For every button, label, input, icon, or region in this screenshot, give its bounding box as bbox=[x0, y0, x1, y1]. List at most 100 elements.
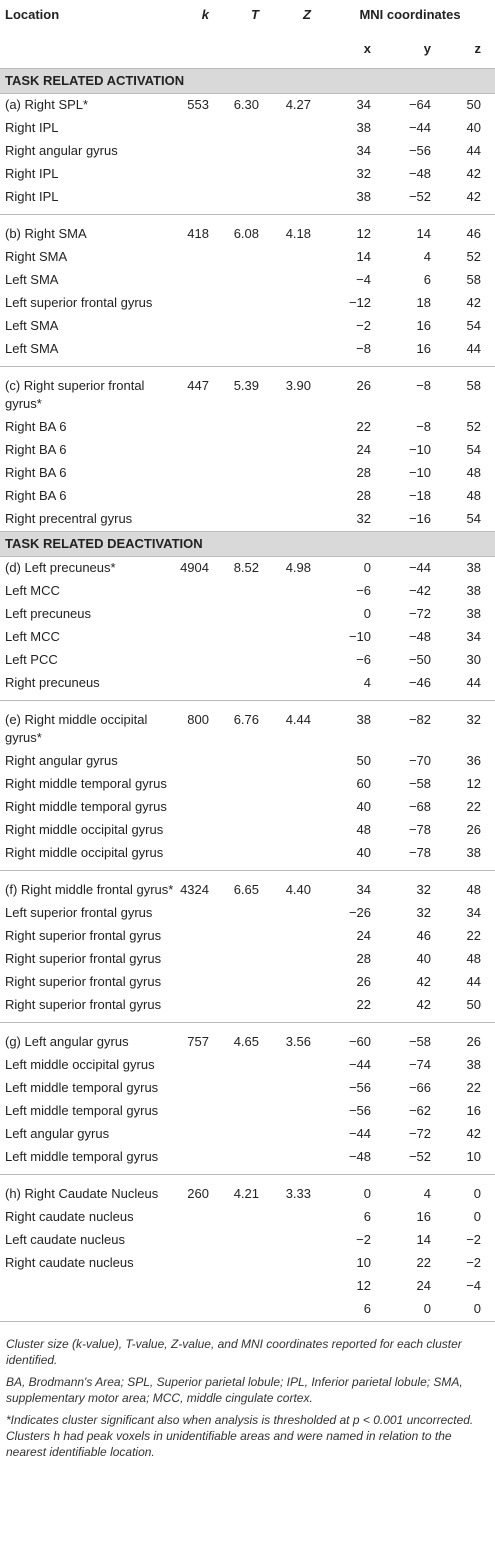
k-cell bbox=[178, 246, 223, 269]
table-row: Right SMA 14 4 52 bbox=[0, 246, 495, 269]
table-footnotes: Cluster size (k-value), T-value, Z-value… bbox=[0, 1321, 495, 1461]
y-cell: −8 bbox=[416, 378, 431, 393]
location-header: Location bbox=[5, 7, 60, 22]
t-cell bbox=[223, 971, 273, 994]
table-row: Right angular gyrus 34 −56 44 bbox=[0, 140, 495, 163]
z-cell: 3.90 bbox=[285, 378, 311, 393]
t-cell bbox=[223, 925, 273, 948]
footnote-text: *Indicates cluster significant also when… bbox=[6, 1413, 474, 1459]
t-cell bbox=[223, 1054, 273, 1077]
y-cell: −44 bbox=[408, 560, 431, 575]
y-cell: 32 bbox=[416, 905, 431, 920]
k-cell: 800 bbox=[187, 712, 209, 727]
y-cell: −56 bbox=[408, 143, 431, 158]
table-row: Left SMA −2 16 54 bbox=[0, 315, 495, 338]
k-cell bbox=[178, 672, 223, 701]
z-cell bbox=[273, 1206, 325, 1229]
y-cell: −52 bbox=[385, 1146, 445, 1175]
zc-cell: 42 bbox=[466, 166, 482, 181]
x-cell: 50 bbox=[356, 753, 371, 768]
y-cell: −62 bbox=[408, 1103, 431, 1118]
zc-cell: 12 bbox=[466, 776, 482, 791]
zc-cell: −4 bbox=[466, 1278, 482, 1293]
table-row: Right middle occipital gyrus 40 −78 38 bbox=[0, 842, 495, 871]
x-cell: −26 bbox=[348, 905, 371, 920]
k-cell bbox=[178, 819, 223, 842]
zc-cell: 44 bbox=[466, 143, 482, 158]
t-cell bbox=[223, 902, 273, 925]
footnote-row: BA, Brodmann's Area; SPL, Superior parie… bbox=[0, 1368, 495, 1406]
k-cell: 447 bbox=[187, 378, 209, 393]
z-cell bbox=[273, 948, 325, 971]
location-cell: (h) Right Caudate Nucleus bbox=[5, 1186, 159, 1201]
location-cell: Right IPL bbox=[5, 166, 59, 181]
location-cell: Right angular gyrus bbox=[5, 143, 118, 158]
table-row: Left precuneus 0 −72 38 bbox=[0, 603, 495, 626]
zc-cell: 44 bbox=[466, 974, 482, 989]
zc-cell: 48 bbox=[466, 882, 482, 897]
z-cell bbox=[273, 750, 325, 773]
zc-cell: 42 bbox=[466, 295, 482, 310]
zc-cell: 48 bbox=[466, 465, 482, 480]
table-row: Left superior frontal gyrus −12 18 42 bbox=[0, 292, 495, 315]
location-cell: Left PCC bbox=[5, 652, 58, 667]
t-cell bbox=[223, 1298, 273, 1322]
location-cell: (b) Right SMA bbox=[5, 226, 87, 241]
z-cell: 3.33 bbox=[285, 1186, 311, 1201]
x-cell: 22 bbox=[325, 994, 385, 1023]
x-cell: 28 bbox=[356, 488, 371, 503]
zc-cell: 26 bbox=[466, 822, 482, 837]
location-cell: (d) Left precuneus* bbox=[5, 560, 116, 575]
t-cell: 6.65 bbox=[233, 882, 259, 897]
z-cell bbox=[273, 971, 325, 994]
z-cell bbox=[273, 902, 325, 925]
t-cell bbox=[223, 186, 273, 215]
z-cell bbox=[273, 819, 325, 842]
y-cell: 42 bbox=[416, 974, 431, 989]
z-cell: 3.56 bbox=[285, 1034, 311, 1049]
k-cell bbox=[178, 1054, 223, 1077]
z-cell bbox=[273, 1100, 325, 1123]
x-cell: −44 bbox=[348, 1126, 371, 1141]
z-cell bbox=[273, 1077, 325, 1100]
k-cell: 418 bbox=[187, 226, 209, 241]
zc-cell: 32 bbox=[466, 712, 482, 727]
footnote-text: BA, Brodmann's Area; SPL, Superior parie… bbox=[6, 1375, 463, 1405]
zc-cell: 42 bbox=[466, 1126, 482, 1141]
y-cell: −72 bbox=[408, 1126, 431, 1141]
zc-cell: 58 bbox=[466, 378, 482, 393]
x-cell: 10 bbox=[356, 1255, 371, 1270]
z-cell bbox=[273, 117, 325, 140]
z-cell bbox=[273, 338, 325, 367]
location-cell: Left superior frontal gyrus bbox=[5, 905, 153, 920]
t-cell bbox=[223, 292, 273, 315]
location-cell: Right middle occipital gyrus bbox=[5, 822, 164, 837]
z-cell bbox=[273, 925, 325, 948]
z-header: Z bbox=[303, 7, 311, 22]
zc-cell: 54 bbox=[466, 442, 482, 457]
table-row: Left MCC −10 −48 34 bbox=[0, 626, 495, 649]
header-row: Location k T Z MNI coordinates bbox=[0, 0, 495, 30]
t-cell: 4.65 bbox=[233, 1034, 259, 1049]
z-cell: 4.98 bbox=[285, 560, 311, 575]
y-cell: −42 bbox=[408, 583, 431, 598]
k-cell bbox=[178, 1252, 223, 1275]
x-cell: −12 bbox=[348, 295, 371, 310]
t-cell bbox=[223, 819, 273, 842]
t-cell bbox=[223, 508, 273, 532]
t-cell bbox=[223, 1123, 273, 1146]
zc-cell: 54 bbox=[466, 511, 482, 526]
x-cell: −8 bbox=[325, 338, 385, 367]
k-cell bbox=[178, 117, 223, 140]
y-cell: −52 bbox=[385, 186, 445, 215]
y-header: y bbox=[385, 30, 445, 69]
zc-cell: −2 bbox=[466, 1255, 482, 1270]
table-row: Right superior frontal gyrus 26 42 44 bbox=[0, 971, 495, 994]
location-cell: Left angular gyrus bbox=[5, 1126, 110, 1141]
t-cell bbox=[223, 140, 273, 163]
location-cell: Right precuneus bbox=[0, 672, 178, 701]
k-cell bbox=[178, 1206, 223, 1229]
z-cell bbox=[273, 485, 325, 508]
t-cell bbox=[223, 1146, 273, 1175]
zc-cell: 30 bbox=[466, 652, 482, 667]
